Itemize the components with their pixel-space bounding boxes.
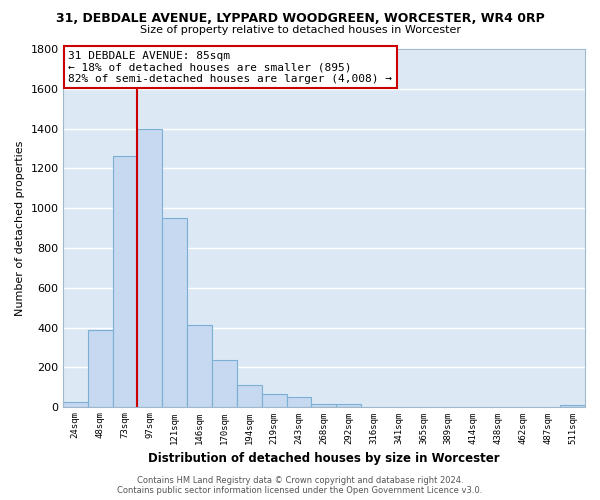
Bar (311, 404, 337, 407)
Bar (137, 128, 163, 407)
Text: Size of property relative to detached houses in Worcester: Size of property relative to detached ho… (139, 25, 461, 35)
X-axis label: Distribution of detached houses by size in Worcester: Distribution of detached houses by size … (148, 452, 500, 465)
Text: 31, DEBDALE AVENUE, LYPPARD WOODGREEN, WORCESTER, WR4 0RP: 31, DEBDALE AVENUE, LYPPARD WOODGREEN, W… (56, 12, 544, 26)
Text: 31 DEBDALE AVENUE: 85sqm
← 18% of detached houses are smaller (895)
82% of semi-: 31 DEBDALE AVENUE: 85sqm ← 18% of detach… (68, 51, 392, 84)
Bar (262, 394, 287, 407)
Bar (88, 330, 113, 407)
Bar (63, 402, 88, 407)
Bar (187, 324, 212, 407)
Y-axis label: Number of detached properties: Number of detached properties (15, 140, 25, 316)
Text: Contains HM Land Registry data © Crown copyright and database right 2024.
Contai: Contains HM Land Registry data © Crown c… (118, 476, 482, 495)
Bar (237, 386, 262, 407)
Bar (163, 218, 187, 407)
Bar (212, 360, 237, 407)
Bar (287, 398, 311, 407)
Bar (113, 156, 137, 407)
Bar (337, 404, 361, 407)
Bar (560, 406, 585, 407)
